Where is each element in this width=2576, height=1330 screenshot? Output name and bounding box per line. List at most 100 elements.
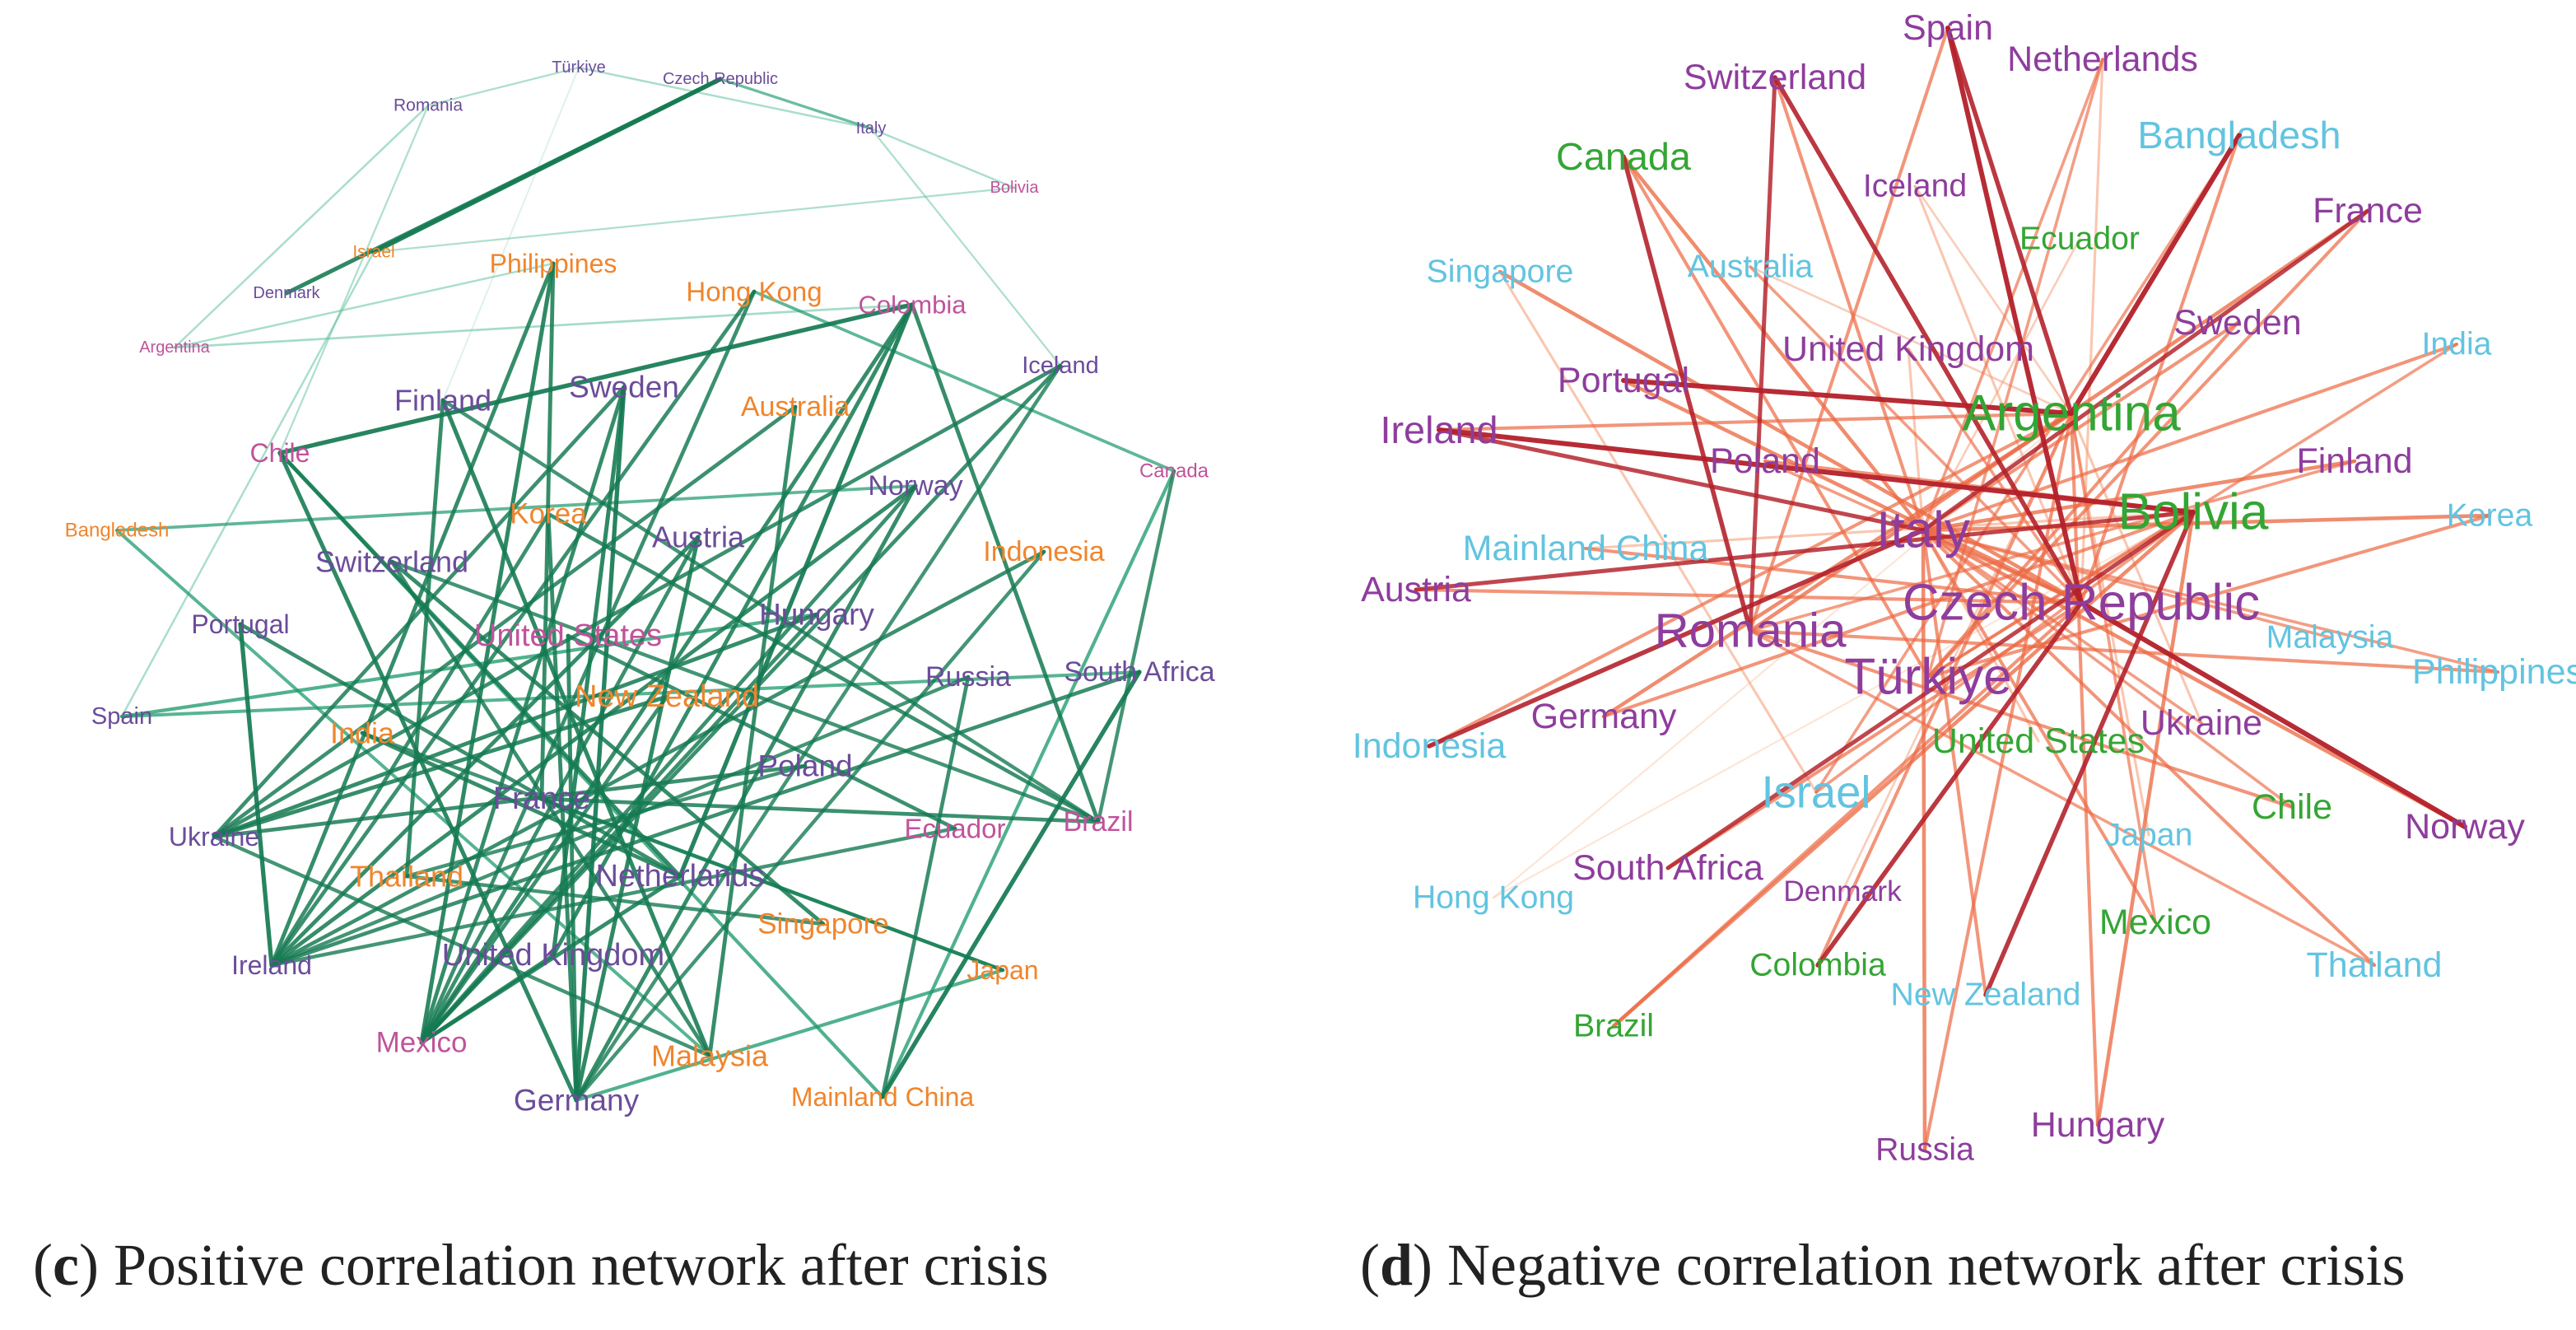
node-label-mainland-china: Mainland China <box>791 1082 975 1112</box>
edge-hungary-bolivia <box>2095 510 2196 1127</box>
node-label-new-zealand: New Zealand <box>575 679 759 714</box>
node-label-colombia: Colombia <box>1749 948 1886 983</box>
edge-netherlands-italy <box>1922 58 2104 532</box>
edge-indonesia-ireland <box>269 549 1046 968</box>
caption-panel-d: (d) Negative correlation network after c… <box>1360 1232 2406 1298</box>
node-label-chile: Chile <box>250 438 310 468</box>
edge-portugal-ireland <box>238 622 274 968</box>
caption-c-text: Positive correlation network after crisi… <box>113 1232 1049 1298</box>
node-label-singapore: Singapore <box>1427 254 1574 290</box>
edge-bangladesh-israel <box>1814 133 2241 794</box>
node-label-italy: Italy <box>856 119 887 138</box>
node-label-ukraine: Ukraine <box>2140 703 2262 743</box>
node-label-ecuador: Ecuador <box>2019 222 2140 257</box>
node-label-portugal: Portugal <box>1558 361 1689 400</box>
node-label-colombia: Colombia <box>859 291 967 320</box>
edge-czech-republic-italy <box>719 77 873 130</box>
edge-chile-italy <box>1922 529 2294 809</box>
edge-south-africa-mainland-china <box>880 670 1142 1099</box>
node-label-hong-kong: Hong Kong <box>686 277 822 307</box>
node-label-korea: Korea <box>2447 498 2533 534</box>
node-label-bolivia: Bolivia <box>990 179 1040 197</box>
edge-iceland-argentina <box>1913 184 2073 415</box>
node-label-iceland: Iceland <box>1863 169 1967 204</box>
node-label-canada: Canada <box>1139 460 1209 483</box>
edge-australia-argentina <box>1749 265 2073 415</box>
edge-germany-bolivia <box>1601 510 2196 719</box>
edge-hong-kong-ireland <box>269 289 757 968</box>
edge-canada-italy <box>1621 154 1926 533</box>
node-label-india: India <box>2422 327 2492 362</box>
edge-mexico-italy <box>1921 528 2158 925</box>
edge-israel-spain <box>120 250 375 718</box>
node-label-netherlands: Netherlands <box>2007 40 2198 79</box>
node-label-russia: Russia <box>925 661 1011 693</box>
node-label-italy: Italy <box>1876 502 1970 559</box>
node-label-sweden: Sweden <box>569 371 679 404</box>
panel-c-node-labels: Türkiye Czech Republic Romania Italy Bolivia… <box>65 58 1215 1118</box>
edge-finland-brazil <box>440 398 1101 824</box>
edge-norway-czech-republic <box>2079 600 2467 829</box>
node-label-mexico: Mexico <box>2099 903 2211 942</box>
edge-philippines-romania <box>1748 628 2500 674</box>
edge-switzerland-singapore <box>389 559 826 926</box>
edge-portugal-argentina <box>1621 378 2074 416</box>
node-label-finland: Finland <box>2296 441 2412 481</box>
node-label-united-states: United States <box>1932 721 2145 761</box>
edge-indonesia-germany <box>574 549 1046 1103</box>
node-label-brazil: Brazil <box>1573 1009 1654 1044</box>
node-label-hungary: Hungary <box>759 598 874 632</box>
node-label-spain: Spain <box>91 703 152 730</box>
edge-colombia-brazil <box>910 302 1101 824</box>
node-label-israel: Israel <box>1761 768 1870 818</box>
edge-norway-mexico <box>419 483 918 1045</box>
edge-chile-romania <box>1748 628 2294 810</box>
edge-ireland-bolivia <box>1437 427 2196 515</box>
node-label-russia: Russia <box>1875 1132 1974 1168</box>
edge-singapore-czech-republic <box>1498 269 2084 605</box>
node-label-france: France <box>493 782 590 816</box>
node-label-australia: Australia <box>741 391 850 422</box>
node-label-united-kingdom: United Kingdom <box>1782 329 2034 369</box>
edge-new-zealand-italy <box>1921 528 1988 997</box>
node-label-philippines: Philippines <box>2412 652 2576 692</box>
edge-ireland-italy <box>1437 427 1926 533</box>
edge-indonesia-argentina <box>1427 411 2074 749</box>
edge-chile-netherlands <box>277 450 682 879</box>
panel-d-node-labels: Spain Switzerland Netherlands Bangladesh Can… <box>1353 8 2576 1168</box>
node-label-argentina: Argentina <box>1962 385 2181 442</box>
node-label-spain: Spain <box>1903 8 1993 48</box>
node-label-bolivia: Bolivia <box>2118 484 2269 541</box>
node-label-israel: Israel <box>352 243 394 262</box>
node-label-argentina: Argentina <box>139 338 210 357</box>
node-label-united-kingdom: United Kingdom <box>442 938 664 973</box>
edge-czech-republic-israel <box>371 77 723 254</box>
node-label-denmark: Denmark <box>1783 875 1902 908</box>
node-label-germany: Germany <box>514 1084 640 1118</box>
edge-spain-czech-republic <box>1945 26 2084 605</box>
node-label-thailand: Thailand <box>2307 945 2443 985</box>
edge-argentina-philippines <box>173 262 555 349</box>
edge-sweden-italy <box>1921 320 2240 533</box>
node-label-mexico: Mexico <box>376 1027 468 1059</box>
edge-germany-japan <box>574 968 1005 1103</box>
panel-c-edges <box>115 66 1176 1103</box>
panel-d-negative-network: Spain Switzerland Netherlands Bangladesh Can… <box>1353 8 2576 1168</box>
node-label-austria: Austria <box>1361 570 1471 609</box>
node-label-denmark: Denmark <box>253 284 320 302</box>
edge-ireland-argentina <box>1437 411 2074 432</box>
panel-c-positive-network: Türkiye Czech Republic Romania Italy Bolivia… <box>65 58 1215 1118</box>
edge-thailand-romania <box>1749 629 2376 967</box>
node-label-france: France <box>2313 191 2423 231</box>
edge-france-italy <box>1921 208 2370 533</box>
node-label-romania: Romania <box>394 96 463 115</box>
edge-new-zealand-mexico <box>419 694 669 1045</box>
node-label-singapore: Singapore <box>757 908 889 940</box>
edge-canada-turkiye <box>1621 154 1931 679</box>
node-label-austria: Austria <box>652 520 745 554</box>
node-label-new-zealand: New Zealand <box>1891 978 2081 1013</box>
edge-philippines-italy <box>1922 529 2499 674</box>
edge-italy-iceland <box>869 127 1062 367</box>
edge-bangladesh-argentina <box>2069 133 2242 416</box>
edge-spain-argentina <box>1945 26 2074 416</box>
